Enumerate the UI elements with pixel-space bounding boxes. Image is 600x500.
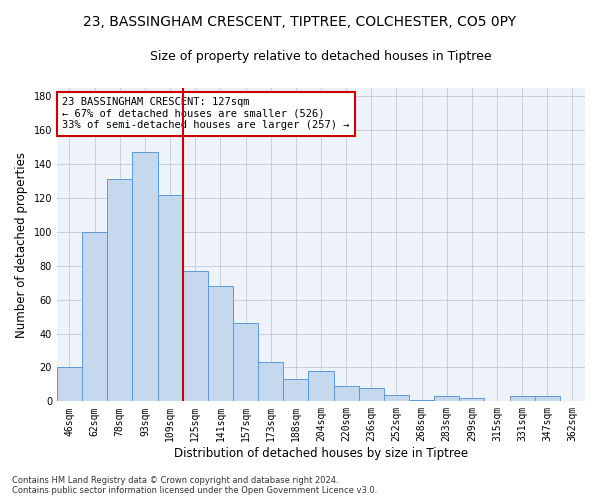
- Bar: [258, 362, 283, 402]
- Bar: [57, 368, 82, 402]
- Bar: [233, 324, 258, 402]
- X-axis label: Distribution of detached houses by size in Tiptree: Distribution of detached houses by size …: [174, 447, 468, 460]
- Bar: [82, 232, 107, 402]
- Bar: [459, 398, 484, 402]
- Bar: [308, 371, 334, 402]
- Bar: [133, 152, 158, 402]
- Bar: [283, 380, 308, 402]
- Text: 23, BASSINGHAM CRESCENT, TIPTREE, COLCHESTER, CO5 0PY: 23, BASSINGHAM CRESCENT, TIPTREE, COLCHE…: [83, 15, 517, 29]
- Text: Contains HM Land Registry data © Crown copyright and database right 2024.
Contai: Contains HM Land Registry data © Crown c…: [12, 476, 377, 495]
- Bar: [182, 271, 208, 402]
- Text: 23 BASSINGHAM CRESCENT: 127sqm
← 67% of detached houses are smaller (526)
33% of: 23 BASSINGHAM CRESCENT: 127sqm ← 67% of …: [62, 97, 350, 130]
- Y-axis label: Number of detached properties: Number of detached properties: [15, 152, 28, 338]
- Bar: [384, 394, 409, 402]
- Bar: [535, 396, 560, 402]
- Bar: [359, 388, 384, 402]
- Bar: [509, 396, 535, 402]
- Bar: [434, 396, 459, 402]
- Bar: [158, 194, 182, 402]
- Bar: [334, 386, 359, 402]
- Title: Size of property relative to detached houses in Tiptree: Size of property relative to detached ho…: [150, 50, 492, 63]
- Bar: [409, 400, 434, 402]
- Bar: [208, 286, 233, 402]
- Bar: [107, 180, 133, 402]
